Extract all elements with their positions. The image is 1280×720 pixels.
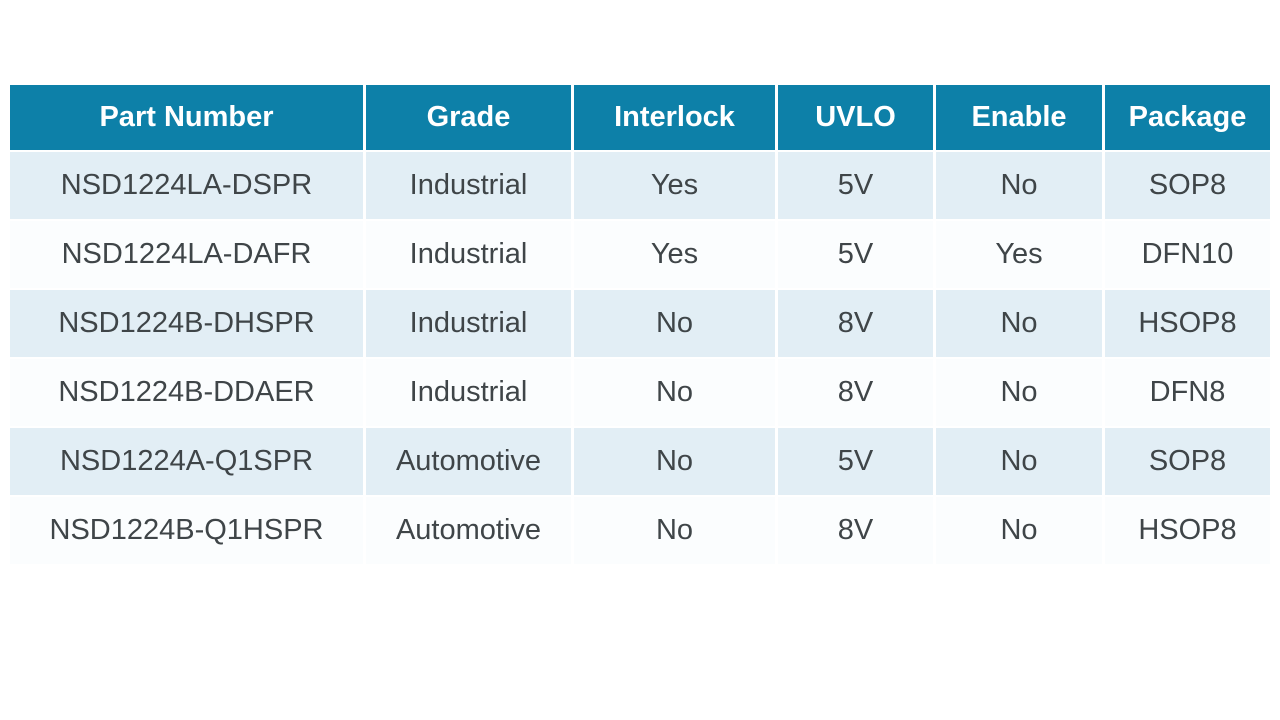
cell-uvlo: 5V xyxy=(775,152,933,221)
column-header-grade: Grade xyxy=(363,85,571,152)
cell-enable: Yes xyxy=(933,221,1102,290)
cell-interlock: No xyxy=(571,290,775,359)
column-header-interlock: Interlock xyxy=(571,85,775,152)
cell-part_number: NSD1224LA-DSPR xyxy=(10,152,363,221)
table-row: NSD1224B-DDAER Industrial No 8V No DFN8 xyxy=(10,359,1270,428)
table-row: NSD1224B-Q1HSPR Automotive No 8V No HSOP8 xyxy=(10,497,1270,566)
cell-package: DFN8 xyxy=(1102,359,1270,428)
cell-interlock: Yes xyxy=(571,221,775,290)
cell-interlock: No xyxy=(571,359,775,428)
cell-grade: Industrial xyxy=(363,290,571,359)
table-header: Part Number Grade Interlock UVLO Enable Packa… xyxy=(10,85,1270,152)
cell-uvlo: 8V xyxy=(775,290,933,359)
cell-interlock: No xyxy=(571,497,775,566)
column-header-uvlo: UVLO xyxy=(775,85,933,152)
cell-grade: Industrial xyxy=(363,221,571,290)
cell-enable: No xyxy=(933,290,1102,359)
cell-grade: Automotive xyxy=(363,497,571,566)
cell-part_number: NSD1224B-DDAER xyxy=(10,359,363,428)
cell-uvlo: 8V xyxy=(775,497,933,566)
table-row: NSD1224LA-DSPR Industrial Yes 5V No SOP8 xyxy=(10,152,1270,221)
cell-grade: Industrial xyxy=(363,152,571,221)
table-row: NSD1224B-DHSPR Industrial No 8V No HSOP8 xyxy=(10,290,1270,359)
column-header-part_number: Part Number xyxy=(10,85,363,152)
cell-package: HSOP8 xyxy=(1102,497,1270,566)
cell-enable: No xyxy=(933,428,1102,497)
cell-part_number: NSD1224LA-DAFR xyxy=(10,221,363,290)
cell-part_number: NSD1224A-Q1SPR xyxy=(10,428,363,497)
cell-uvlo: 5V xyxy=(775,221,933,290)
cell-part_number: NSD1224B-Q1HSPR xyxy=(10,497,363,566)
cell-package: DFN10 xyxy=(1102,221,1270,290)
cell-uvlo: 5V xyxy=(775,428,933,497)
column-header-package: Package xyxy=(1102,85,1270,152)
cell-enable: No xyxy=(933,152,1102,221)
cell-part_number: NSD1224B-DHSPR xyxy=(10,290,363,359)
cell-interlock: No xyxy=(571,428,775,497)
cell-enable: No xyxy=(933,359,1102,428)
table-body: NSD1224LA-DSPR Industrial Yes 5V No SOP8 NSD12… xyxy=(10,152,1270,566)
cell-uvlo: 8V xyxy=(775,359,933,428)
cell-enable: No xyxy=(933,497,1102,566)
table-row: NSD1224LA-DAFR Industrial Yes 5V Yes DFN10 xyxy=(10,221,1270,290)
cell-grade: Industrial xyxy=(363,359,571,428)
cell-interlock: Yes xyxy=(571,152,775,221)
cell-package: HSOP8 xyxy=(1102,290,1270,359)
column-header-enable: Enable xyxy=(933,85,1102,152)
cell-package: SOP8 xyxy=(1102,152,1270,221)
cell-grade: Automotive xyxy=(363,428,571,497)
part-number-selection-table: Part Number Grade Interlock UVLO Enable Packa… xyxy=(10,85,1270,566)
cell-package: SOP8 xyxy=(1102,428,1270,497)
table-header-row: Part Number Grade Interlock UVLO Enable Packa… xyxy=(10,85,1270,152)
table-row: NSD1224A-Q1SPR Automotive No 5V No SOP8 xyxy=(10,428,1270,497)
